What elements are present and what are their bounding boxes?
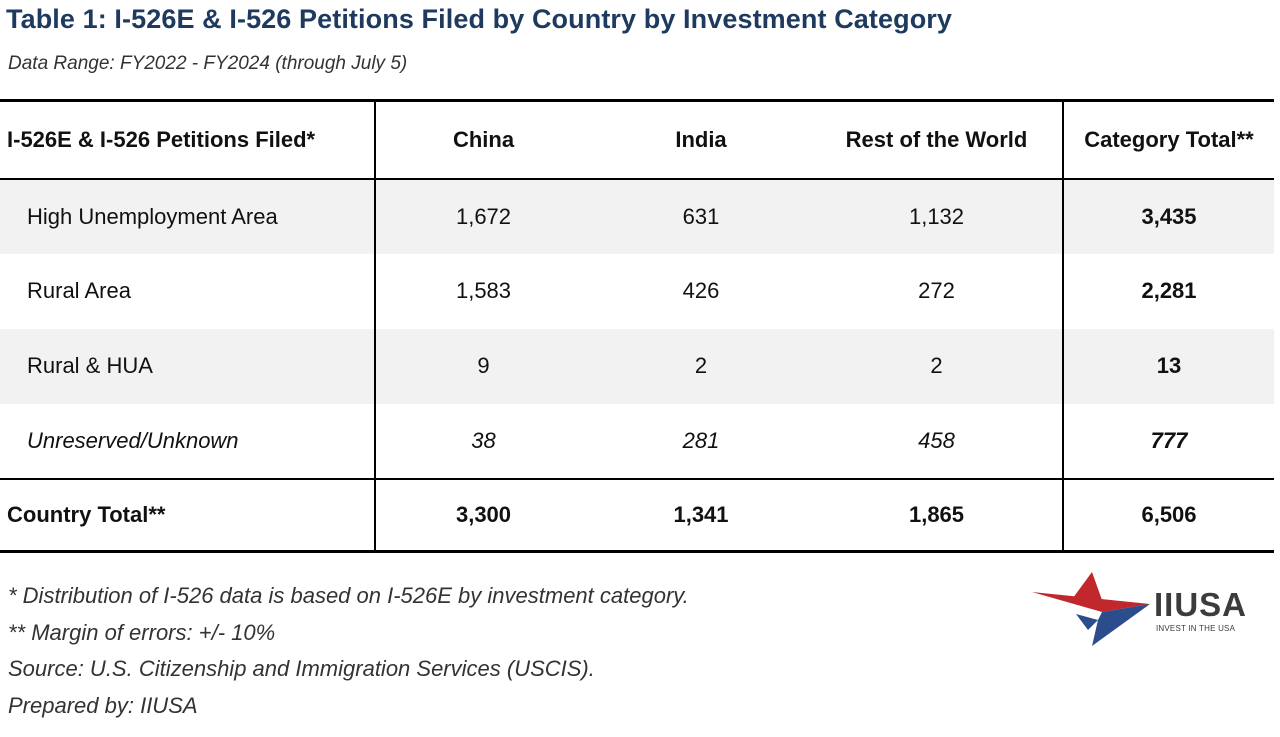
iiusa-logo: IIUSA INVEST IN THE USA	[1032, 570, 1262, 650]
cell-rest-of-world: 458	[918, 427, 955, 453]
cell-india: 281	[682, 427, 720, 453]
star-swoosh-icon	[1032, 572, 1150, 646]
total-china: 3,300	[375, 477, 591, 553]
header-china: China	[375, 99, 591, 180]
cell-rest-of-world: 272	[918, 278, 955, 303]
cell-rest-of-world: 1,132	[908, 203, 965, 229]
table-row: Rural & HUA 9 2 2 13	[0, 328, 1274, 404]
cell-rest-of-world: 2	[930, 353, 943, 378]
petitions-table: I-526E & I-526 Petitions Filed* China In…	[0, 99, 1274, 553]
logo-tagline: INVEST IN THE USA	[1156, 624, 1236, 633]
table-title: Table 1: I-526E & I-526 Petitions Filed …	[6, 4, 953, 34]
cell-india: 631	[682, 203, 720, 229]
logo-name: IIUSA	[1154, 586, 1248, 623]
cell-china: 1,583	[455, 278, 512, 303]
footnotes: * Distribution of I-526 data is based on…	[8, 578, 689, 724]
total-india: 1,341	[591, 477, 811, 553]
cell-india: 2	[694, 353, 708, 378]
table-row: Unreserved/Unknown 38 281 458 777	[0, 403, 1274, 479]
total-rest-of-world: 1,865	[811, 477, 1063, 553]
row-label: Rural Area	[0, 253, 376, 329]
grand-total: 6,506	[1062, 477, 1274, 553]
data-range-subtitle: Data Range: FY2022 - FY2024 (through Jul…	[8, 53, 408, 74]
footnote-margin: ** Margin of errors: +/- 10%	[8, 619, 276, 645]
header-india: India	[591, 99, 811, 180]
total-label: Country Total**	[0, 477, 376, 553]
cell-category-total: 13	[1062, 328, 1274, 404]
cell-india: 426	[682, 278, 720, 303]
header-category: I-526E & I-526 Petitions Filed*	[0, 99, 376, 180]
header-category-total: Category Total**	[1062, 99, 1274, 180]
footnote-distribution: * Distribution of I-526 data is based on…	[8, 583, 689, 608]
cell-china: 38	[471, 427, 496, 453]
table-row: Rural Area 1,583 426 272 2,281	[0, 253, 1274, 329]
cell-category-total: 3,435	[1062, 178, 1274, 254]
table-header-row: I-526E & I-526 Petitions Filed* China In…	[0, 99, 1274, 180]
cell-china: 1,672	[455, 203, 512, 229]
cell-category-total: 2,281	[1062, 253, 1274, 329]
table-row: High Unemployment Area 1,672 631 1,132 3…	[0, 178, 1274, 254]
country-total-row: Country Total** 3,300 1,341 1,865 6,506	[0, 477, 1274, 553]
row-label: Rural & HUA	[0, 328, 376, 404]
row-label: Unreserved/Unknown	[0, 403, 376, 479]
header-rest-of-world: Rest of the World	[811, 99, 1063, 180]
footnote-prepared-by: Prepared by: IIUSA	[8, 692, 198, 718]
cell-category-total: 777	[1062, 403, 1274, 479]
footnote-source: Source: U.S. Citizenship and Immigration…	[8, 656, 595, 681]
row-label: High Unemployment Area	[0, 178, 376, 254]
cell-china: 9	[477, 353, 490, 378]
